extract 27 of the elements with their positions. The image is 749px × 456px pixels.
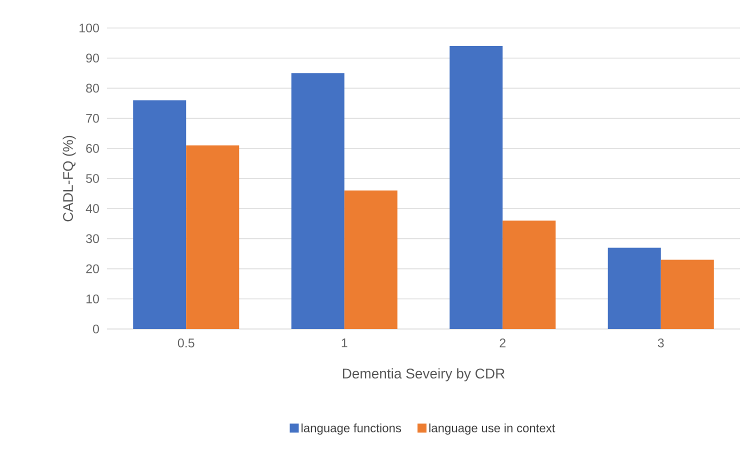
bar [608,248,661,329]
bar [450,46,503,329]
legend-label: language use in context [429,424,556,435]
y-tick-label: 90 [86,54,99,63]
x-tick-label: 3 [658,338,664,348]
legend-label: language functions [302,424,402,435]
y-tick-label: 60 [86,144,99,153]
y-tick-label: 80 [86,84,99,93]
bar [291,73,344,329]
y-tick-label: 40 [86,204,99,214]
y-tick-label: 100 [80,24,99,32]
y-tick-label: 70 [86,114,99,123]
y-tick-label: 20 [86,264,99,274]
bar [133,100,186,329]
x-tick-label: 0.5 [178,338,194,348]
y-axis-title: CADL-FQ (%) [62,136,76,222]
bar [502,220,556,329]
bar [660,260,714,329]
y-tick-label: 0 [93,324,99,334]
x-tick-label: 2 [500,338,506,348]
y-tick-label: 10 [86,294,99,304]
y-tick-label: 30 [86,234,99,244]
x-tick-label: 1 [342,338,348,348]
y-tick-label: 50 [86,174,99,183]
bar [344,190,398,329]
bar [186,145,240,329]
x-axis-title: Dementia Seveiry by CDR [342,368,505,382]
